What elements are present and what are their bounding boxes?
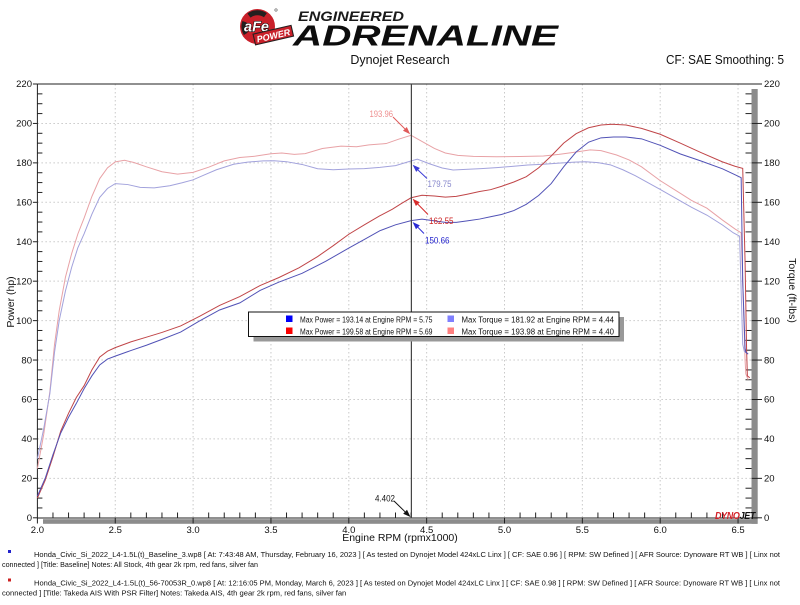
svg-text:5.5: 5.5 (576, 525, 589, 536)
svg-text:4.5: 4.5 (420, 525, 433, 536)
svg-text:4.402: 4.402 (375, 494, 395, 505)
svg-text:2.5: 2.5 (109, 525, 122, 536)
svg-text:180: 180 (764, 158, 780, 169)
svg-text:60: 60 (764, 395, 775, 406)
svg-text:6.0: 6.0 (654, 525, 667, 536)
svg-text:200: 200 (764, 119, 780, 130)
svg-text:DYNOJET: DYNOJET (715, 510, 757, 522)
svg-text:150.66: 150.66 (425, 236, 450, 247)
svg-text:Max Power = 193.14 at Engine R: Max Power = 193.14 at Engine RPM = 5.75 (300, 315, 433, 325)
svg-text:80: 80 (764, 355, 775, 366)
svg-text:connected ] [Title: Baseline]: connected ] [Title: Baseline] Notes: All… (2, 560, 258, 569)
svg-text:193.96: 193.96 (370, 109, 394, 120)
svg-text:CF: SAE Smoothing: 5: CF: SAE Smoothing: 5 (666, 53, 784, 67)
svg-text:40: 40 (764, 434, 775, 445)
svg-text:80: 80 (21, 355, 32, 366)
svg-text:60: 60 (21, 395, 32, 406)
svg-text:200: 200 (16, 119, 32, 130)
svg-text:0: 0 (764, 513, 769, 524)
svg-text:120: 120 (16, 276, 32, 287)
svg-text:Honda_Civic_Si_2022_L4-1.5L(t): Honda_Civic_Si_2022_L4-1.5L(t)_56-70053R… (34, 579, 781, 588)
svg-text:Power (hp): Power (hp) (5, 276, 17, 327)
svg-text:220: 220 (764, 79, 780, 90)
svg-text:Torque (ft-lbs): Torque (ft-lbs) (786, 258, 798, 323)
svg-text:Max Torque = 181.92 at Engine: Max Torque = 181.92 at Engine RPM = 4.44 (462, 315, 615, 325)
svg-text:5.0: 5.0 (498, 525, 511, 536)
svg-text:3.5: 3.5 (264, 525, 277, 536)
svg-text:ENGINEERED: ENGINEERED (298, 9, 404, 24)
svg-text:3.0: 3.0 (186, 525, 199, 536)
svg-text:140: 140 (16, 237, 32, 248)
svg-text:100: 100 (764, 316, 780, 327)
svg-text:180: 180 (16, 158, 32, 169)
svg-text:6.5: 6.5 (731, 525, 744, 536)
svg-text:162.55: 162.55 (429, 216, 454, 227)
svg-text:Honda_Civic_Si_2022_L4-1.5L(t): Honda_Civic_Si_2022_L4-1.5L(t)_Baseline_… (34, 550, 781, 559)
svg-text:connected ] [Title: Takeda AIS: connected ] [Title: Takeda AIS With PSR … (2, 589, 346, 598)
svg-text:160: 160 (16, 198, 32, 209)
svg-text:160: 160 (764, 198, 780, 209)
svg-text:Max Torque = 193.98 at Engine: Max Torque = 193.98 at Engine RPM = 4.40 (462, 327, 615, 337)
svg-text:Dynojet Research: Dynojet Research (350, 53, 449, 67)
svg-text:120: 120 (764, 276, 780, 287)
svg-text:40: 40 (21, 434, 32, 445)
svg-text:4.0: 4.0 (342, 525, 355, 536)
svg-text:20: 20 (21, 474, 32, 485)
svg-text:Engine RPM (rpmx1000): Engine RPM (rpmx1000) (342, 532, 458, 544)
svg-text:2.0: 2.0 (31, 525, 44, 536)
svg-text:20: 20 (764, 474, 775, 485)
svg-text:100: 100 (16, 316, 32, 327)
svg-text:140: 140 (764, 237, 780, 248)
svg-text:0: 0 (27, 513, 32, 524)
svg-text:179.75: 179.75 (428, 179, 452, 190)
svg-text:Max Power = 199.58 at Engine R: Max Power = 199.58 at Engine RPM = 5.69 (300, 327, 433, 337)
svg-text:220: 220 (16, 79, 32, 90)
svg-text:ADRENALINE: ADRENALINE (292, 21, 561, 53)
